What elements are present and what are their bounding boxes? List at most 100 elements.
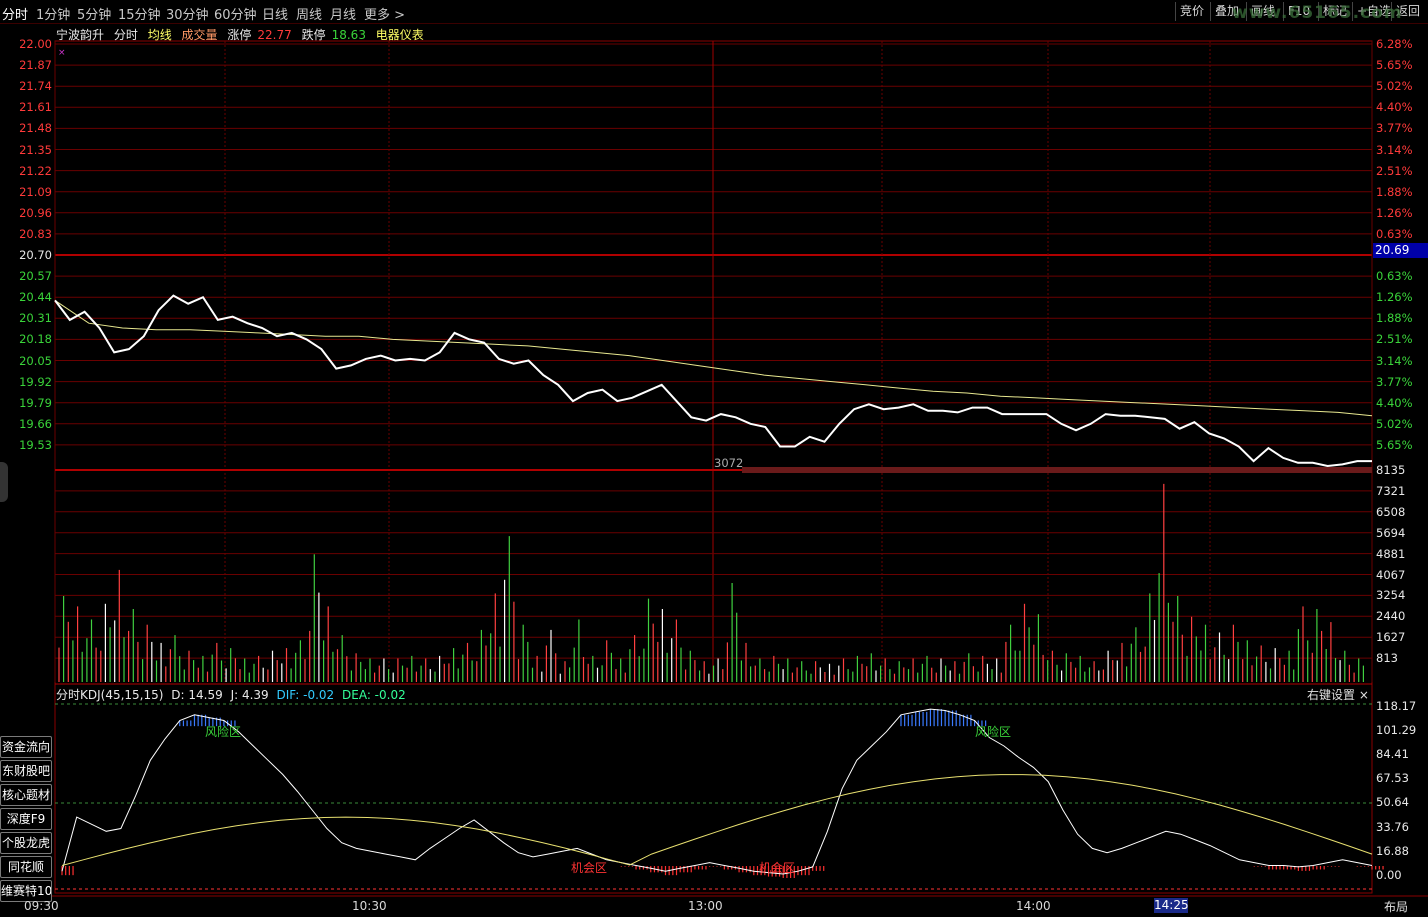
- core-theme-button[interactable]: 核心题材: [0, 784, 52, 806]
- tab-15min[interactable]: 15分钟: [118, 8, 161, 23]
- eastmoney-forum-button[interactable]: 东财股吧: [0, 760, 52, 782]
- tab-weekly[interactable]: 周线: [296, 8, 323, 23]
- percent-tick-label: 1.88%: [1376, 311, 1413, 326]
- kdj-tick-label: 67.53: [1376, 771, 1409, 786]
- percent-tick-label: 2.51%: [1376, 332, 1413, 347]
- percent-tick-label: 4.40%: [1376, 395, 1413, 410]
- price-tick-label: 20.44: [19, 290, 52, 305]
- left-panel-handle[interactable]: [0, 462, 8, 502]
- tab-30min[interactable]: 30分钟: [166, 8, 209, 23]
- indicator-settings[interactable]: 右键设置 ×: [1307, 686, 1369, 703]
- f10-button[interactable]: F10: [1283, 2, 1314, 21]
- price-tick-label: 20.31: [19, 311, 52, 326]
- layout-button[interactable]: 布局: [1384, 900, 1409, 914]
- tab-60min[interactable]: 60分钟: [214, 8, 257, 23]
- avg-line-label[interactable]: 均线: [147, 28, 172, 42]
- sector-label[interactable]: 电器仪表: [375, 28, 424, 42]
- kdj-tick-label: 118.17: [1376, 699, 1417, 713]
- capital-flow-button[interactable]: 资金流向: [0, 736, 52, 758]
- time-label-1400: 14:00: [1016, 899, 1051, 913]
- volume-tick-label: 813: [1376, 651, 1398, 666]
- kdj-d-line: [61, 774, 1373, 866]
- auction-button[interactable]: 竞价: [1175, 2, 1208, 21]
- dea-value: DEA: -0.02: [342, 688, 406, 702]
- dragon-tiger-button[interactable]: 个股龙虎: [0, 832, 52, 854]
- percent-tick-label: 5.65%: [1376, 58, 1413, 73]
- tab-5min[interactable]: 5分钟: [77, 8, 112, 23]
- percent-tick-label: 2.51%: [1376, 163, 1413, 178]
- price-tick-label: 20.70: [19, 248, 52, 262]
- tab-intraday[interactable]: 分时: [2, 8, 29, 23]
- percent-tick-label: 5.65%: [1376, 437, 1413, 452]
- volume-marker-band: [742, 467, 1372, 473]
- tonghuashun-button[interactable]: 同花顺: [0, 856, 52, 878]
- price-tick-label: 19.92: [19, 374, 52, 389]
- time-label-1300: 13:00: [688, 899, 723, 913]
- price-tick-label: 19.79: [19, 395, 52, 410]
- volume-tick-label: 5694: [1376, 525, 1406, 540]
- tab-monthly[interactable]: 月线: [330, 8, 357, 23]
- view-label[interactable]: 分时: [113, 28, 138, 42]
- limit-up-value: 22.77: [257, 28, 292, 42]
- watermark-logo: www.65165.com: [1232, 3, 1403, 23]
- right-click-settings[interactable]: 右键设置: [1307, 688, 1356, 702]
- kdj-j-value: J: 4.39: [230, 688, 269, 702]
- quick-links-sidebar: 资金流向 东财股吧 核心题材 深度F9 个股龙虎 同花顺 维赛特10: [0, 736, 52, 904]
- overlay-button[interactable]: 叠加: [1210, 2, 1243, 21]
- risk-zone-label: 风险区: [205, 725, 242, 739]
- volume-tick-label: 7321: [1376, 483, 1406, 498]
- depth-f9-button[interactable]: 深度F9: [0, 808, 52, 830]
- percent-tick-label: 5.02%: [1376, 79, 1413, 94]
- price-tick-label: 21.22: [19, 163, 52, 178]
- kdj-k-line: [61, 708, 1373, 875]
- cursor-time-tag: 14:25: [1154, 898, 1189, 913]
- time-label-0930: 09:30: [24, 899, 59, 913]
- price-line: [54, 294, 1372, 468]
- volume-marker-label: 3072: [714, 456, 744, 470]
- chance-zone-label: 机会区: [571, 861, 608, 875]
- volume-tick-label: 3254: [1376, 588, 1406, 603]
- dif-value: DIF: -0.02: [276, 688, 335, 702]
- add-watchlist-button[interactable]: +自选: [1352, 2, 1395, 21]
- percent-tick-label: 4.40%: [1376, 100, 1413, 115]
- price-tick-label: 20.57: [19, 269, 52, 284]
- tab-more[interactable]: 更多 >: [364, 8, 406, 23]
- tab-1min[interactable]: 1分钟: [36, 8, 71, 23]
- indicator-name[interactable]: 分时KDJ(45,15,15): [56, 688, 164, 702]
- mark-button[interactable]: 标记: [1318, 2, 1351, 21]
- time-label-1030: 10:30: [352, 899, 387, 913]
- kdj-d-value: D: 14.59: [171, 688, 223, 702]
- tab-daily[interactable]: 日线: [262, 8, 289, 23]
- percent-tick-label: 3.14%: [1376, 353, 1413, 368]
- volume-tick-label: 1627: [1376, 630, 1406, 645]
- top-left-marker: ×: [58, 48, 66, 58]
- percent-tick-label: 0.63%: [1376, 269, 1413, 284]
- price-tick-label: 19.53: [19, 437, 52, 452]
- kdj-tick-label: 84.41: [1376, 747, 1409, 762]
- close-icon[interactable]: ×: [1358, 688, 1369, 702]
- vsat10-button[interactable]: 维赛特10: [0, 880, 52, 902]
- kdj-tick-label: 50.64: [1376, 795, 1409, 810]
- price-tick-label: 21.35: [19, 142, 52, 157]
- price-tick-label: 21.61: [19, 100, 52, 115]
- kdj-tick-label: 0.00: [1376, 867, 1402, 882]
- chance-zone-label-2: 机会区: [759, 861, 796, 875]
- volume-tick-label: 6508: [1376, 504, 1406, 519]
- price-tick-label: 21.87: [19, 58, 52, 73]
- volume-tick-label: 8135: [1376, 463, 1406, 477]
- draw-line-button[interactable]: 画线: [1246, 2, 1279, 21]
- kdj-tick-label: 33.76: [1376, 819, 1409, 834]
- back-button[interactable]: 返回: [1391, 2, 1424, 21]
- price-tick-label: 20.18: [19, 332, 52, 347]
- stock-name: 宁波韵升: [56, 28, 105, 42]
- price-tick-label: 21.74: [19, 79, 52, 94]
- percent-tick-label: 3.77%: [1376, 121, 1413, 136]
- volume-tick-label: 2440: [1376, 609, 1406, 624]
- price-tick-label: 20.83: [19, 226, 52, 241]
- current-price-tag: 20.69: [1373, 243, 1428, 258]
- indicator-title: 分时KDJ(45,15,15) D: 14.59 J: 4.39 DIF: -0…: [56, 686, 410, 703]
- price-tick-label: 19.66: [19, 416, 52, 431]
- kdj-tick-label: 101.29: [1376, 723, 1417, 738]
- limit-down-value: 18.63: [331, 28, 366, 42]
